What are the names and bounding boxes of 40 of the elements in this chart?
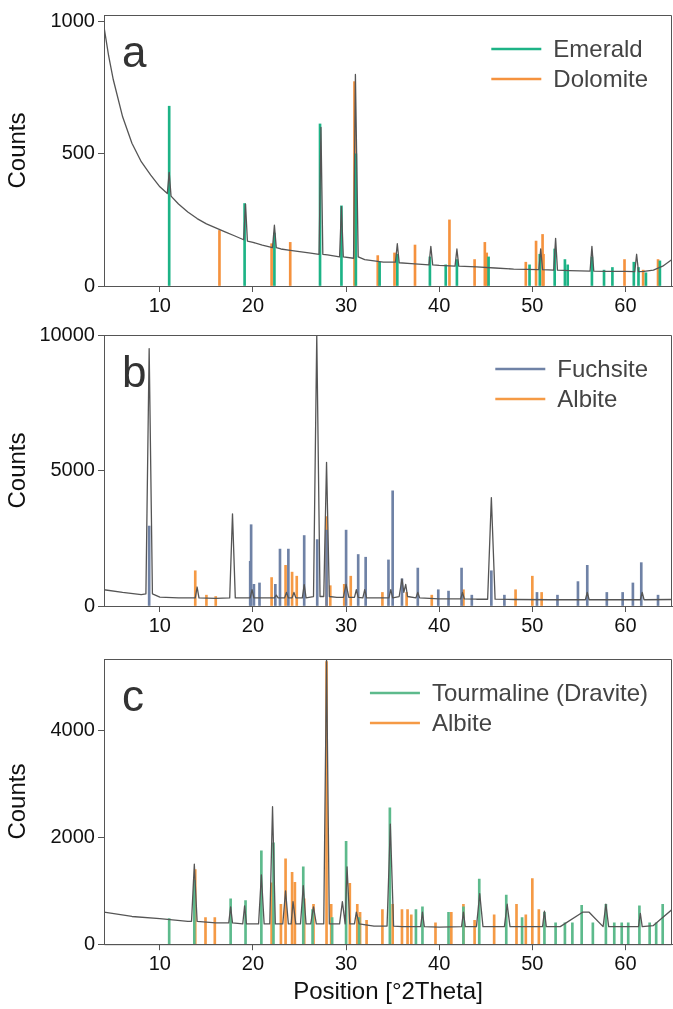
x-tick-label: 50 [521,293,544,316]
y-tick-label: 5000 [50,458,95,481]
annotation: c [122,671,144,720]
legend-label: Dolomite [553,64,648,92]
x-tick-label: 10 [148,951,171,974]
x-tick-label: 20 [241,293,265,316]
y-tick-label: 10000 [39,322,95,345]
x-tick-label: 20 [241,613,265,636]
x-axis-title: Position [°2Theta] [293,977,483,1005]
y-axis-title: Counts [3,763,31,840]
legend-label: Tourmaline (Dravite) [431,678,648,706]
annotation: b [122,347,147,396]
y-axis-title: Counts [3,432,31,509]
x-tick-label: 10 [148,613,171,636]
y-tick-label: 0 [83,931,95,954]
x-tick-label: 30 [334,293,358,316]
legend-label: Emerald [553,34,643,62]
x-tick-label: 20 [241,951,265,974]
x-tick-label: 60 [614,293,637,316]
x-tick-label: 40 [428,951,451,974]
legend-label: Fuchsite [557,354,648,382]
annotation: a [122,27,147,76]
x-tick-label: 40 [428,293,451,316]
y-tick-label: 2000 [50,825,95,848]
x-tick-label: 60 [614,951,637,974]
y-axis-title: Counts [3,112,31,189]
x-tick-label: 40 [428,613,451,636]
y-tick-label: 0 [83,593,95,616]
x-tick-label: 50 [521,951,544,974]
legend-label: Albite [557,384,618,412]
x-tick-label: 60 [614,613,637,636]
y-tick-label: 4000 [50,718,95,741]
x-tick-label: 10 [148,293,171,316]
legend-label: Albite [431,708,492,736]
y-tick-label: 0 [83,273,95,296]
x-tick-label: 30 [334,951,358,974]
x-tick-label: 30 [334,613,358,636]
y-tick-label: 500 [61,141,95,164]
y-tick-label: 1000 [50,9,95,32]
x-tick-label: 50 [521,613,544,636]
